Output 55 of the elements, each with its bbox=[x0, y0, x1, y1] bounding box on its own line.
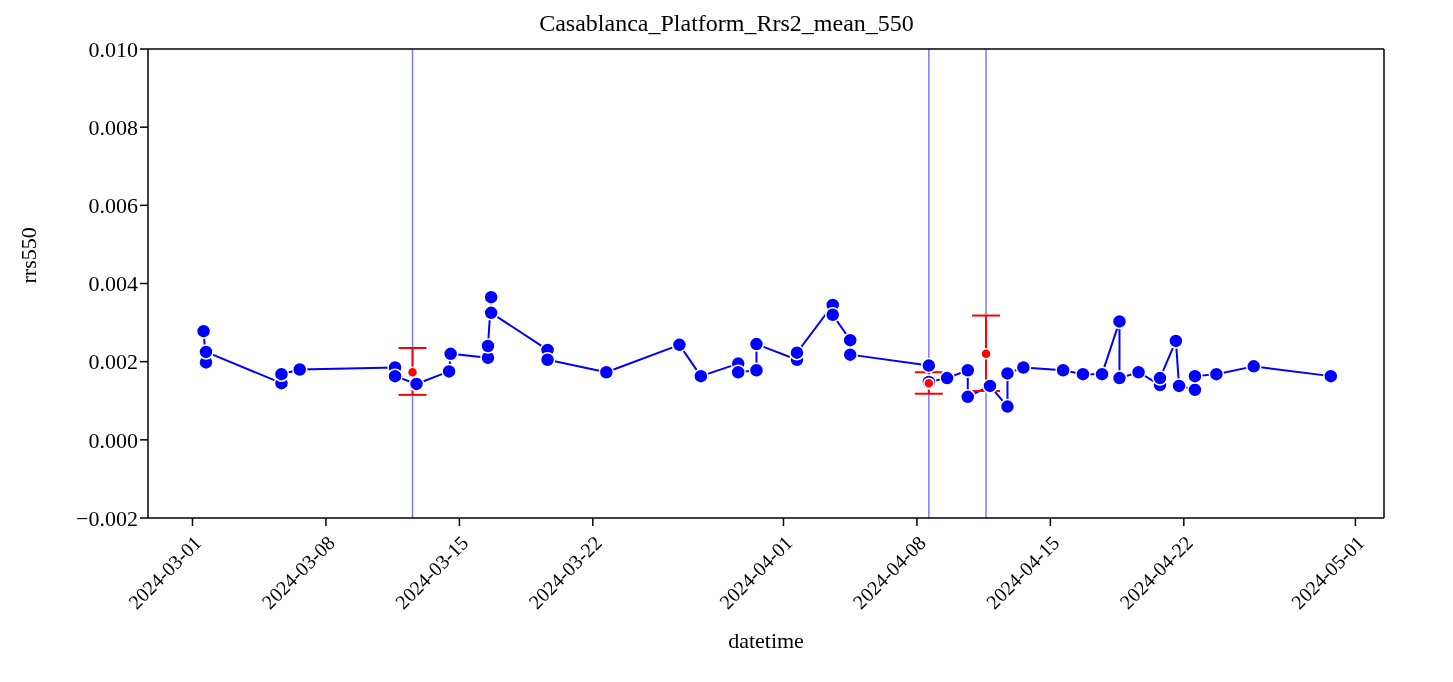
point bbox=[1111, 313, 1128, 330]
point bbox=[1171, 378, 1187, 394]
point bbox=[1152, 370, 1168, 386]
y-tick-label: 0.002 bbox=[88, 349, 138, 375]
point bbox=[824, 307, 841, 323]
point bbox=[939, 370, 955, 386]
point bbox=[483, 289, 499, 305]
point bbox=[539, 351, 556, 368]
point bbox=[598, 364, 615, 380]
point bbox=[1075, 366, 1091, 382]
point bbox=[730, 364, 746, 380]
point bbox=[999, 398, 1016, 415]
point bbox=[1111, 370, 1128, 386]
y-tick-label: 0.004 bbox=[88, 271, 138, 297]
point bbox=[195, 323, 212, 339]
point bbox=[693, 368, 709, 384]
point bbox=[1055, 362, 1071, 379]
point bbox=[960, 389, 976, 405]
point bbox=[442, 346, 459, 362]
point bbox=[1015, 359, 1032, 376]
point bbox=[960, 362, 976, 379]
point bbox=[748, 336, 765, 352]
y-tick-label: 0.000 bbox=[88, 427, 138, 453]
point bbox=[982, 378, 998, 394]
y-tick-label: 0.010 bbox=[88, 36, 138, 62]
point bbox=[1094, 366, 1110, 382]
point bbox=[1187, 382, 1203, 398]
point bbox=[1323, 368, 1339, 384]
y-tick-label: −0.002 bbox=[76, 505, 138, 531]
point bbox=[999, 365, 1016, 382]
point bbox=[408, 376, 425, 392]
point bbox=[1130, 364, 1147, 380]
point bbox=[1168, 333, 1184, 349]
point bbox=[842, 332, 858, 348]
point bbox=[748, 362, 765, 379]
point bbox=[789, 344, 805, 361]
point bbox=[1208, 366, 1225, 382]
point bbox=[483, 305, 499, 321]
x-axis-title: datetime bbox=[728, 628, 804, 653]
point bbox=[1187, 368, 1203, 384]
y-axis-title: rrs550 bbox=[15, 227, 41, 284]
y-tick-label: 0.006 bbox=[88, 193, 138, 219]
point bbox=[671, 337, 688, 353]
point bbox=[1245, 358, 1262, 375]
y-tick-label: 0.008 bbox=[88, 114, 138, 140]
point bbox=[273, 366, 290, 382]
point bbox=[480, 338, 496, 354]
point bbox=[842, 346, 858, 363]
point bbox=[198, 344, 214, 360]
point bbox=[921, 357, 937, 374]
chart-title: Casablanca_Platform_Rrs2_mean_550 bbox=[538, 9, 915, 38]
point bbox=[387, 368, 403, 384]
point bbox=[441, 363, 457, 380]
point bbox=[980, 348, 992, 360]
point bbox=[291, 361, 308, 378]
